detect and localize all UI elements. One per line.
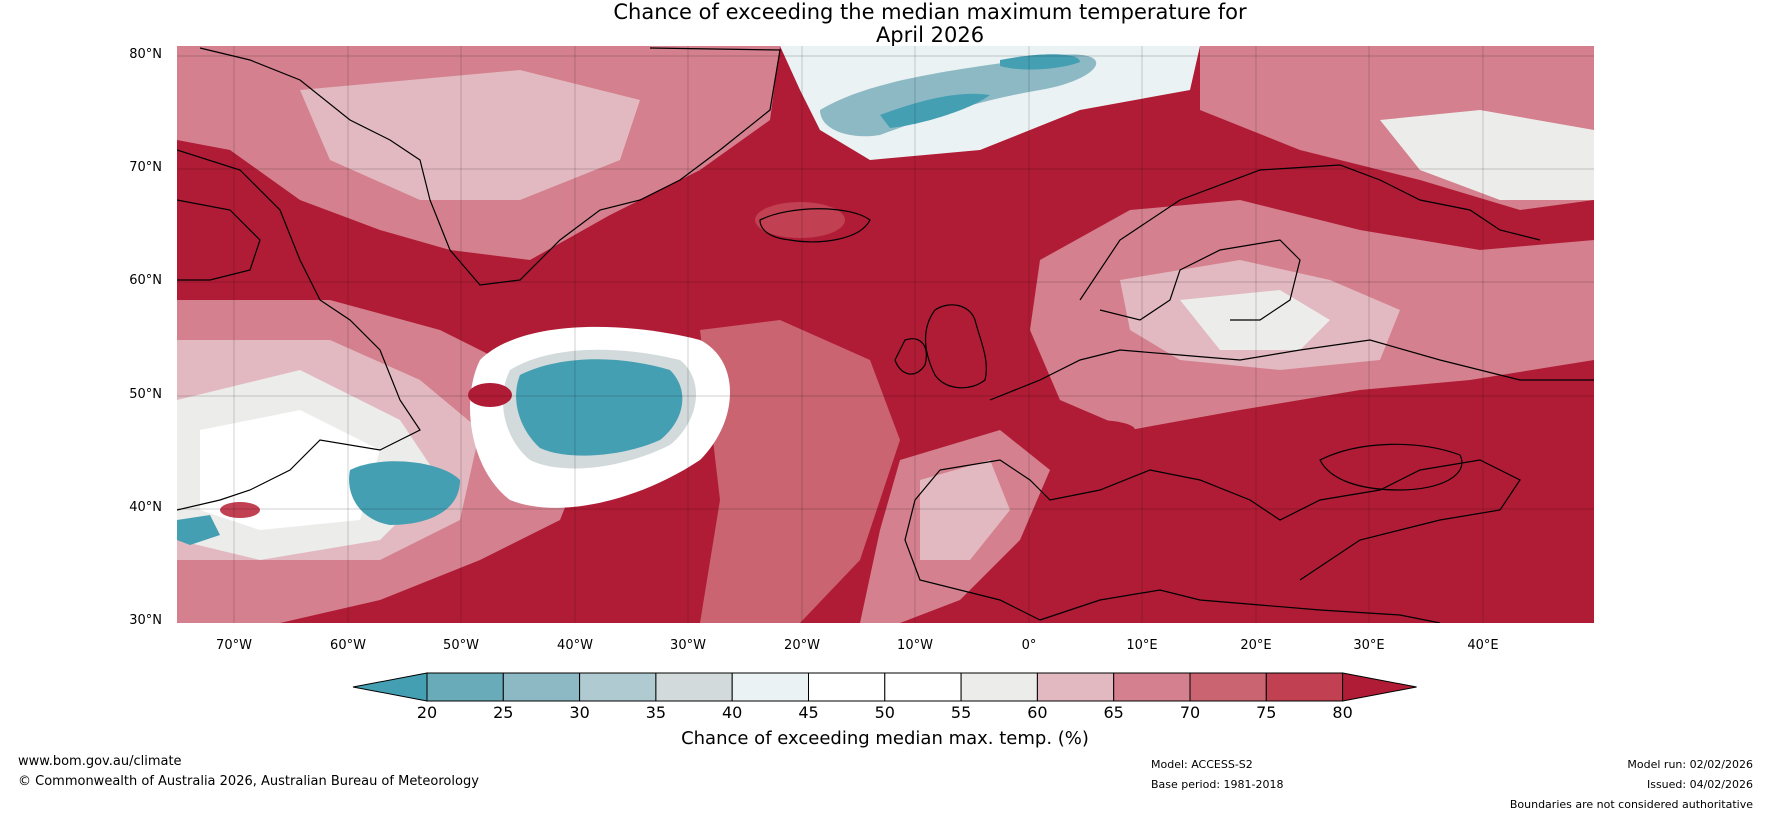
colorbar-tick-label: 30 [569,703,590,722]
lat-label-80n: 80°N [129,47,162,62]
map-title-line1: Chance of exceeding the median maximum t… [613,0,1247,24]
colorbar-segment [808,672,886,702]
colorbar-segment [655,672,733,702]
colorbar-tick-label: 35 [645,703,667,722]
colorbar-tick-label: 40 [722,703,743,722]
colorbar-segment [579,672,657,702]
model-run-text: Model run: 02/02/2026 [1627,758,1753,771]
colorbar-segment [1113,672,1191,702]
graticule [177,46,1594,623]
map-title-line2: April 2026 [875,23,985,47]
colorbar-label: Chance of exceeding median max. temp. (%… [681,728,1089,749]
base-period-text: Base period: 1981-2018 [1151,778,1284,791]
model-text: Model: ACCESS-S2 [1151,758,1253,771]
lon-label-40w: 40°W [557,638,593,653]
colorbar-segment [426,672,504,702]
lat-label-70n: 70°N [129,160,162,175]
lon-label-70w: 70°W [216,638,252,653]
copyright-text: © Commonwealth of Australia 2026, Austra… [18,774,479,789]
disclaimer-text: Boundaries are not considered authoritat… [1509,798,1753,811]
lat-label-50n: 50°N [129,387,162,402]
lat-label-40n: 40°N [129,500,162,515]
colorbar-tick-label: 75 [1256,703,1277,722]
colorbar-segment [1189,672,1267,702]
colorbar-tick-label: 80 [1332,703,1353,722]
colorbar-tick-label: 20 [416,703,438,722]
lon-label-0: 0° [1021,638,1037,653]
colorbar-tick-label: 70 [1179,703,1201,722]
colorbar-tick-label: 60 [1027,703,1048,722]
website-text: www.bom.gov.au/climate [18,754,182,769]
colorbar-tick-label: 25 [493,703,514,722]
lon-label-10e: 10°E [1126,638,1158,653]
lat-label-30n: 30°N [129,613,162,628]
lon-label-10w: 10°W [897,638,933,653]
colorbar-tick-label: 55 [950,703,972,722]
colorbar-tick-label: 45 [798,703,819,722]
colorbar-arrow-low [352,672,428,702]
lon-label-60w: 60°W [330,638,366,653]
lon-label-30e: 30°E [1353,638,1385,653]
coastlines [177,47,1594,623]
colorbar-segment [884,672,962,702]
lon-label-50w: 50°W [443,638,479,653]
colorbar-tick-label: 65 [1103,703,1124,722]
lon-label-30w: 30°W [670,638,706,653]
colorbar [352,672,1417,702]
colorbar-segment [731,672,810,702]
lat-label-60n: 60°N [129,273,162,288]
probability-field [177,46,1594,623]
colorbar-segment [1265,672,1344,702]
lon-label-40e: 40°E [1467,638,1499,653]
issued-text: Issued: 04/02/2026 [1646,778,1753,791]
colorbar-segment [502,672,581,702]
lon-label-20w: 20°W [784,638,820,653]
colorbar-segment [1036,672,1115,702]
colorbar-segment [960,672,1038,702]
lon-label-20e: 20°E [1240,638,1272,653]
colorbar-tick-label: 50 [874,703,895,722]
colorbar-arrow-high [1342,672,1417,702]
